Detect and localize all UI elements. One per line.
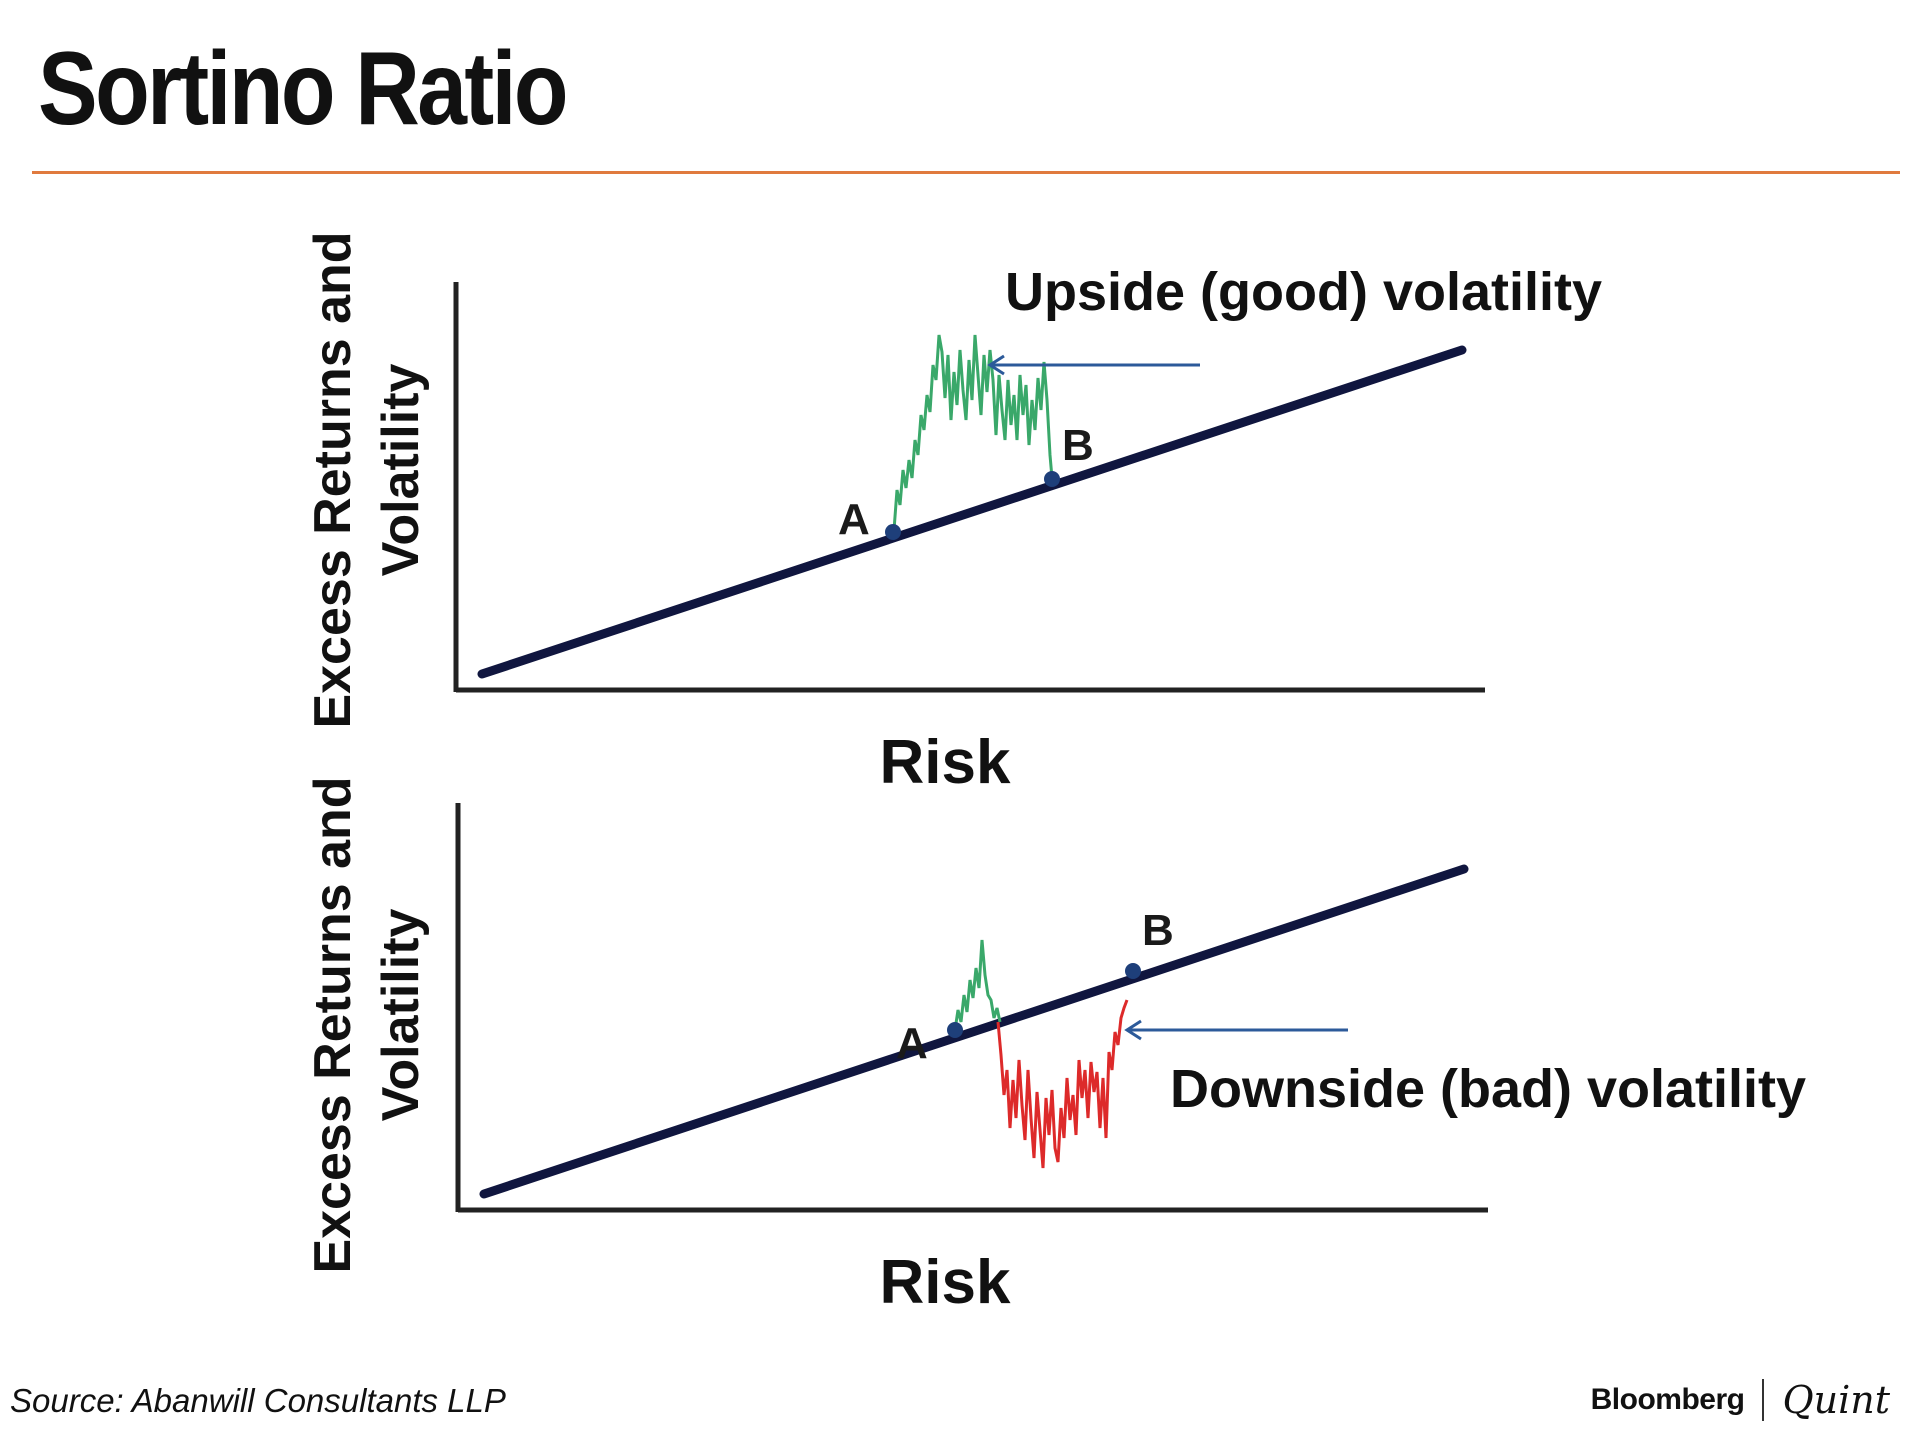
page-title: Sortino Ratio — [38, 31, 568, 147]
bottom-chart-xlabel: Risk — [880, 1248, 1011, 1317]
bottom-chart-annotation: Downside (bad) volatility — [1170, 1059, 1806, 1119]
top-chart: Excess Returns and Volatility A B Upside… — [304, 231, 1602, 797]
bottom-chart: Excess Returns and Volatility A B Downsi… — [304, 776, 1806, 1317]
bottom-chart-point-a — [947, 1022, 963, 1038]
title-divider — [32, 171, 1900, 174]
top-chart-annotation: Upside (good) volatility — [1005, 262, 1602, 322]
top-chart-upside-arrow — [987, 354, 1200, 376]
bottom-chart-trend-line — [479, 864, 1469, 1199]
bottom-chart-point-b-label: B — [1142, 906, 1174, 955]
bottom-chart-point-a-label: A — [896, 1019, 928, 1068]
bottom-chart-downside-arrow — [1124, 1019, 1348, 1041]
top-chart-point-a-label: A — [838, 495, 870, 544]
bottom-chart-ylabel-line2: Volatility — [372, 909, 430, 1122]
brand-primary: Bloomberg — [1590, 1383, 1745, 1416]
source-note: Source: Abanwill Consultants LLP — [10, 1382, 506, 1419]
top-chart-xlabel: Risk — [880, 728, 1011, 797]
top-chart-upside-volatility — [892, 334, 1054, 531]
top-chart-point-a — [885, 524, 901, 540]
top-chart-point-b-label: B — [1062, 421, 1094, 470]
top-chart-trend-line — [477, 345, 1467, 679]
bottom-chart-point-b — [1125, 963, 1141, 979]
brand-divider — [1762, 1379, 1765, 1421]
top-chart-ylabel-line1: Excess Returns and — [304, 231, 362, 728]
brand-logo: Bloomberg Quint — [1591, 1378, 1890, 1422]
top-chart-ylabel-line2: Volatility — [372, 364, 430, 577]
top-chart-point-b — [1044, 471, 1060, 487]
bottom-chart-upside-volatility — [953, 939, 1002, 1031]
bottom-chart-downside-volatility — [996, 999, 1129, 1169]
bottom-chart-ylabel-line1: Excess Returns and — [304, 776, 362, 1273]
brand-secondary: Quint — [1782, 1378, 1890, 1422]
